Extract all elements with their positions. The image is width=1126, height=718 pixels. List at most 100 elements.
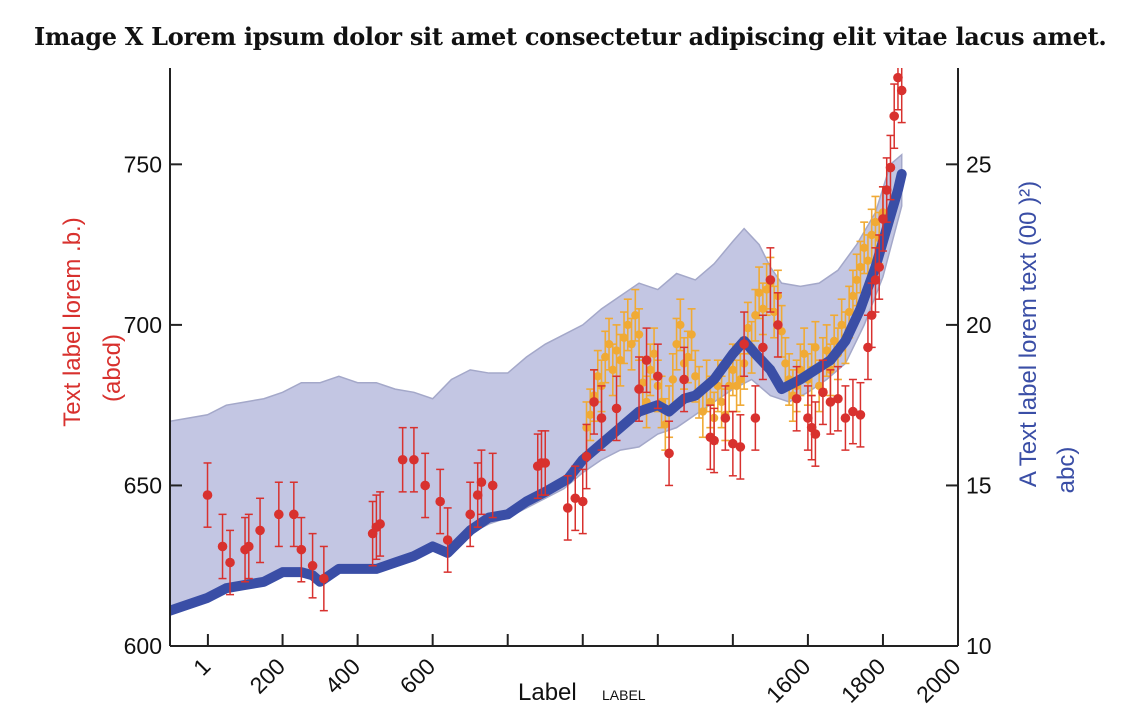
red-point-marker	[476, 477, 487, 488]
x-tick-label-400: 400	[320, 653, 366, 699]
red-point-marker	[596, 413, 607, 423]
red-point-marker	[375, 519, 385, 529]
dense-point-10	[619, 311, 629, 365]
red-point-marker	[244, 541, 254, 552]
red-point-33	[634, 356, 644, 422]
red-point-56	[848, 378, 858, 445]
red-point-marker	[896, 85, 907, 96]
red-point-marker	[634, 384, 644, 394]
x-tick-label-1800: 1800	[836, 653, 891, 708]
red-point-marker	[420, 480, 430, 491]
red-point-51	[810, 401, 821, 467]
red-point-67	[896, 68, 907, 124]
red-point-20	[472, 462, 483, 528]
dense-point-marker	[811, 343, 820, 352]
red-point-marker	[709, 435, 719, 446]
dense-point-74	[859, 221, 869, 275]
red-point-39	[709, 407, 719, 474]
y-left-ticks: 600 650 700 750	[124, 151, 182, 659]
red-point-marker	[562, 503, 573, 513]
dense-point-marker	[616, 356, 625, 365]
red-point-64	[885, 134, 896, 201]
red-point-32	[611, 375, 622, 442]
dense-point-7	[608, 343, 617, 397]
red-point-marker	[773, 320, 783, 330]
dense-point-24	[672, 317, 681, 371]
red-point-marker	[889, 111, 900, 121]
red-point-marker	[472, 490, 483, 500]
dense-point-marker	[668, 375, 678, 384]
red-point-53	[825, 369, 836, 435]
red-point-46	[765, 247, 776, 313]
red-point-marker	[442, 535, 453, 545]
dense-point-marker	[717, 397, 726, 407]
red-point-marker	[818, 387, 828, 398]
y-left-tick-label-750: 750	[124, 151, 162, 177]
dense-point-12	[627, 317, 636, 371]
red-point-48	[791, 365, 802, 432]
figure-title: Image X Lorem ipsum dolor sit amet conse…	[34, 22, 1107, 51]
dense-point-marker	[623, 320, 632, 330]
red-point-19	[465, 481, 475, 548]
dense-point-25	[676, 298, 685, 352]
red-point-17	[435, 468, 445, 535]
red-point-marker	[225, 557, 235, 568]
dense-point-marker	[627, 339, 636, 349]
red-point-marker	[397, 454, 408, 465]
red-point-35	[653, 343, 663, 410]
dense-point-14	[634, 308, 644, 362]
red-point-marker	[848, 406, 858, 417]
red-point-7	[289, 481, 299, 548]
red-point-marker	[589, 397, 599, 407]
dense-point-marker	[683, 352, 693, 362]
dense-point-76	[867, 208, 876, 262]
dense-point-marker	[751, 311, 760, 320]
dense-point-marker	[706, 397, 715, 407]
red-point-marker	[866, 310, 877, 321]
points-layer	[202, 68, 907, 612]
dense-point-marker	[672, 339, 681, 349]
red-point-27	[570, 465, 581, 532]
red-point-marker	[255, 525, 265, 536]
y-left-tick-label-650: 650	[124, 472, 162, 498]
dense-point-1	[586, 388, 595, 442]
red-point-54	[833, 365, 843, 432]
red-point-22	[487, 452, 498, 519]
red-point-marker	[840, 413, 851, 423]
red-point-44	[750, 385, 761, 451]
red-point-marker	[881, 185, 892, 195]
red-point-1	[217, 513, 228, 580]
red-point-8	[296, 516, 307, 583]
red-point-36	[664, 420, 674, 487]
red-point-marker	[833, 393, 843, 404]
red-point-marker	[825, 397, 836, 407]
dense-point-marker	[762, 285, 771, 294]
red-point-marker	[893, 72, 903, 83]
red-point-59	[866, 282, 877, 349]
red-point-marker	[874, 262, 884, 272]
dense-point-marker	[593, 372, 602, 381]
red-point-43	[739, 311, 749, 378]
y-right-tick-label-10: 10	[966, 633, 992, 659]
red-point-15	[409, 426, 419, 493]
red-point-marker	[765, 275, 776, 285]
dense-point-marker	[848, 291, 858, 301]
red-point-4	[244, 513, 254, 580]
dense-point-marker	[844, 307, 854, 317]
dense-point-13	[631, 288, 640, 342]
dense-point-marker	[796, 365, 805, 375]
red-point-31	[596, 385, 607, 451]
red-point-marker	[664, 448, 674, 459]
red-point-marker	[202, 490, 213, 500]
left-axis-label-line1: Text label lorem .b.)	[59, 217, 86, 426]
red-point-60	[870, 247, 881, 313]
x-axis-title: Label LABEL	[518, 679, 646, 706]
red-point-41	[728, 410, 738, 477]
red-point-marker	[855, 410, 866, 420]
red-point-40	[720, 385, 731, 451]
y-left-tick-label-600: 600	[124, 633, 162, 659]
red-point-marker	[735, 442, 746, 452]
dense-point-marker	[676, 320, 685, 330]
red-point-marker	[728, 438, 738, 449]
